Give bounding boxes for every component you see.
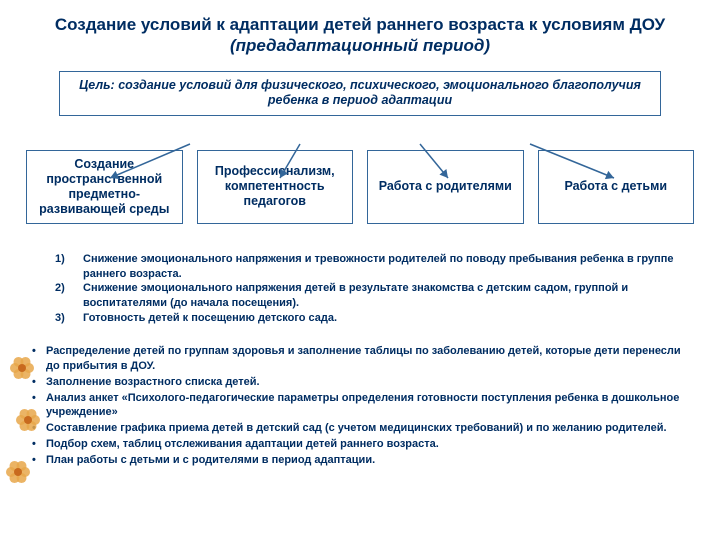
bullet-dot: • xyxy=(32,421,46,436)
branch-box: Работа с детьми xyxy=(538,150,695,224)
branch-box: Создание пространственной предметно-разв… xyxy=(26,150,183,224)
bullet-item: •Распределение детей по группам здоровья… xyxy=(32,344,696,374)
list-item: 3)Готовность детей к посещению детского … xyxy=(55,311,680,326)
list-number: 1) xyxy=(55,252,83,282)
branch-row: Создание пространственной предметно-разв… xyxy=(26,150,694,224)
goal-box: Цель: создание условий для физического, … xyxy=(59,71,661,116)
bullet-dot: • xyxy=(32,453,46,468)
bullet-dot: • xyxy=(32,437,46,452)
list-item: 2)Снижение эмоционального напряжения дет… xyxy=(55,281,680,311)
goal-text: Цель: создание условий для физического, … xyxy=(79,78,641,108)
title-main: Создание условий к адаптации детей ранне… xyxy=(55,15,665,34)
bullet-item: •Анализ анкет «Психолого-педагогические … xyxy=(32,391,696,421)
branch-box: Работа с родителями xyxy=(367,150,524,224)
title-sub: (предадаптационный период) xyxy=(230,36,490,55)
bullet-text: Подбор схем, таблиц отслеживания адаптац… xyxy=(46,437,439,452)
bullet-text: Анализ анкет «Психолого-педагогические п… xyxy=(46,391,696,421)
bullet-list: •Распределение детей по группам здоровья… xyxy=(32,344,696,468)
list-text: Готовность детей к посещению детского са… xyxy=(83,311,337,326)
bullet-text: Заполнение возрастного списка детей. xyxy=(46,375,260,390)
list-number: 3) xyxy=(55,311,83,326)
bullet-text: План работы с детьми и с родителями в пе… xyxy=(46,453,375,468)
bullet-item: •Составление графика приема детей в детс… xyxy=(32,421,696,436)
list-number: 2) xyxy=(55,281,83,311)
bullet-item: •Заполнение возрастного списка детей. xyxy=(32,375,696,390)
bullet-dot: • xyxy=(32,391,46,421)
list-text: Снижение эмоционального напряжения и тре… xyxy=(83,252,680,282)
bullet-text: Составление графика приема детей в детск… xyxy=(46,421,667,436)
flower-icon xyxy=(4,458,32,486)
list-item: 1)Снижение эмоционального напряжения и т… xyxy=(55,252,680,282)
bullet-item: •Подбор схем, таблиц отслеживания адапта… xyxy=(32,437,696,452)
bullet-dot: • xyxy=(32,344,46,374)
bullet-item: •План работы с детьми и с родителями в п… xyxy=(32,453,696,468)
numbered-list: 1)Снижение эмоционального напряжения и т… xyxy=(55,252,680,326)
branch-box: Профессионализм, компетентность педагого… xyxy=(197,150,354,224)
list-text: Снижение эмоционального напряжения детей… xyxy=(83,281,680,311)
bullet-dot: • xyxy=(32,375,46,390)
bullet-text: Распределение детей по группам здоровья … xyxy=(46,344,696,374)
